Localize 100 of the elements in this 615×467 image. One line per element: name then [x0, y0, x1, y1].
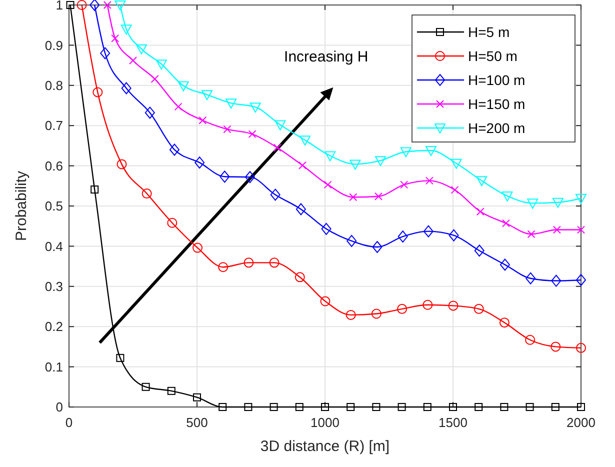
point	[220, 170, 230, 183]
x-tick-label: 2000	[566, 415, 596, 430]
point	[121, 82, 132, 94]
point	[499, 318, 510, 328]
point	[324, 180, 332, 189]
point	[500, 403, 508, 411]
point	[449, 403, 457, 411]
point	[398, 230, 408, 243]
legend-label: H=100 m	[468, 72, 526, 88]
x-tick-label: 0	[65, 415, 73, 430]
point	[375, 156, 386, 166]
point	[350, 160, 361, 170]
y-tick-label: 0.3	[44, 278, 63, 294]
point	[270, 403, 278, 411]
point	[422, 300, 433, 310]
point	[223, 125, 232, 134]
point	[120, 24, 132, 35]
point	[502, 219, 510, 228]
point	[474, 304, 484, 314]
point	[298, 161, 306, 170]
y-tick-label: 0.7	[44, 118, 63, 134]
point	[111, 34, 120, 42]
legend-label: H=5 m	[468, 24, 510, 40]
point	[577, 226, 585, 234]
point	[474, 244, 484, 257]
point	[448, 229, 459, 242]
y-tick-label: 1	[56, 0, 63, 13]
point	[174, 102, 182, 111]
point	[476, 208, 484, 216]
point	[551, 403, 560, 411]
point	[269, 258, 280, 268]
point	[398, 403, 406, 411]
x-axis-title: 3D distance (R) [m]	[260, 438, 390, 455]
point	[502, 191, 513, 202]
point	[294, 272, 305, 282]
point	[397, 304, 408, 314]
point	[103, 1, 112, 9]
point	[526, 272, 536, 284]
point	[423, 403, 432, 411]
annotation: Increasing H	[284, 48, 368, 66]
point	[129, 56, 137, 64]
point	[321, 403, 329, 411]
point	[226, 98, 237, 109]
point	[374, 192, 383, 200]
point	[193, 393, 201, 402]
point	[296, 203, 306, 216]
y-tick-label: 0	[56, 400, 63, 415]
point	[372, 403, 380, 411]
point	[167, 218, 178, 228]
point	[423, 225, 434, 238]
point	[400, 180, 408, 189]
point	[324, 151, 336, 162]
point	[92, 87, 103, 98]
point	[150, 74, 159, 83]
point	[201, 90, 212, 100]
point	[167, 386, 176, 395]
point	[76, 0, 87, 10]
point	[244, 258, 254, 268]
y-tick-label: 0.2	[44, 319, 63, 334]
point	[136, 44, 147, 54]
point	[142, 188, 152, 199]
point	[156, 60, 167, 70]
point	[116, 159, 127, 170]
point	[576, 194, 586, 204]
point	[270, 188, 280, 201]
point	[321, 222, 332, 235]
point	[320, 296, 330, 306]
point	[66, 1, 74, 9]
legend-label: H=50 m	[468, 48, 518, 64]
point	[450, 158, 462, 169]
point	[527, 230, 536, 238]
point	[500, 258, 510, 271]
point	[372, 241, 382, 254]
point	[244, 171, 255, 184]
point	[300, 136, 311, 146]
point	[346, 234, 357, 247]
legend-label: H=150 m	[468, 96, 526, 112]
point	[346, 403, 355, 411]
x-tick-label: 1000	[310, 415, 340, 430]
point	[90, 0, 100, 11]
point	[144, 106, 155, 119]
point	[192, 242, 203, 253]
point	[218, 403, 227, 411]
point	[349, 193, 358, 202]
y-tick-label: 0.5	[44, 198, 63, 214]
point	[198, 116, 207, 124]
y-tick-label: 0.4	[44, 238, 63, 254]
point	[551, 274, 562, 287]
point	[526, 403, 534, 411]
point	[576, 274, 586, 286]
point	[274, 120, 286, 130]
legend-label: H=200 m	[468, 120, 526, 136]
y-tick-label: 0.6	[44, 158, 63, 174]
point	[169, 144, 180, 156]
point	[295, 403, 304, 411]
point	[576, 342, 586, 353]
point	[100, 47, 110, 60]
y-axis-title: Probability	[13, 170, 30, 242]
point	[273, 144, 282, 152]
point	[114, 0, 126, 10]
